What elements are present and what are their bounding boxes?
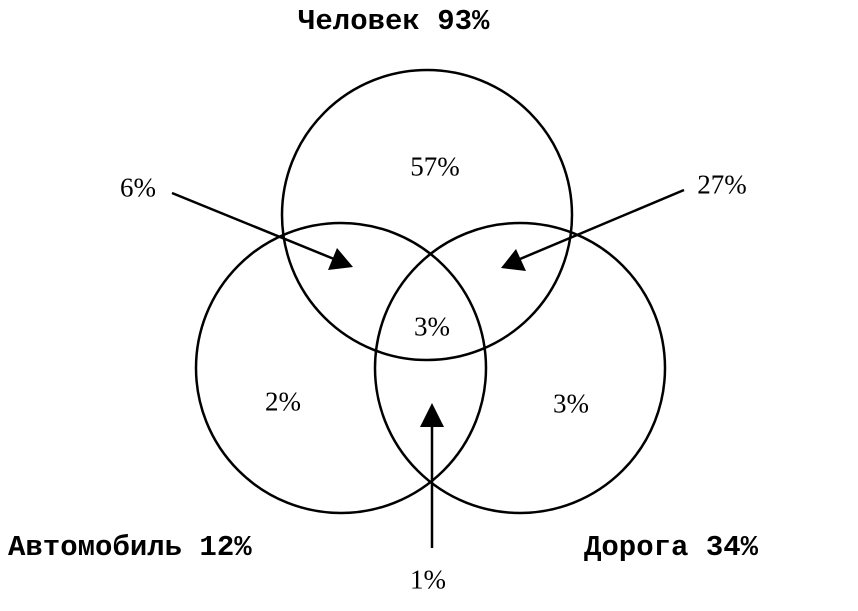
arrowhead-human-car: [328, 248, 353, 270]
human-set-label: Человек 93%: [298, 5, 490, 38]
all-three-value: 3%: [414, 311, 450, 342]
arrow-human-car: [171, 191, 335, 261]
human-road-value: 27%: [697, 169, 747, 200]
human-car-value: 6%: [120, 172, 156, 203]
arrow-human-road: [519, 188, 685, 261]
car-set-label: Автомобиль 12%: [8, 531, 252, 564]
car-road-value: 1%: [410, 564, 446, 595]
human-only-value: 57%: [410, 151, 460, 182]
road-set-label: Дорога 34%: [584, 531, 759, 564]
arrowhead-human-road: [501, 249, 526, 271]
car-circle: [194, 221, 488, 515]
human-circle: [280, 68, 574, 362]
car-only-value: 2%: [265, 386, 301, 417]
road-only-value: 3%: [553, 388, 589, 419]
road-circle: [373, 221, 667, 515]
arrowhead-car-road: [420, 403, 444, 427]
